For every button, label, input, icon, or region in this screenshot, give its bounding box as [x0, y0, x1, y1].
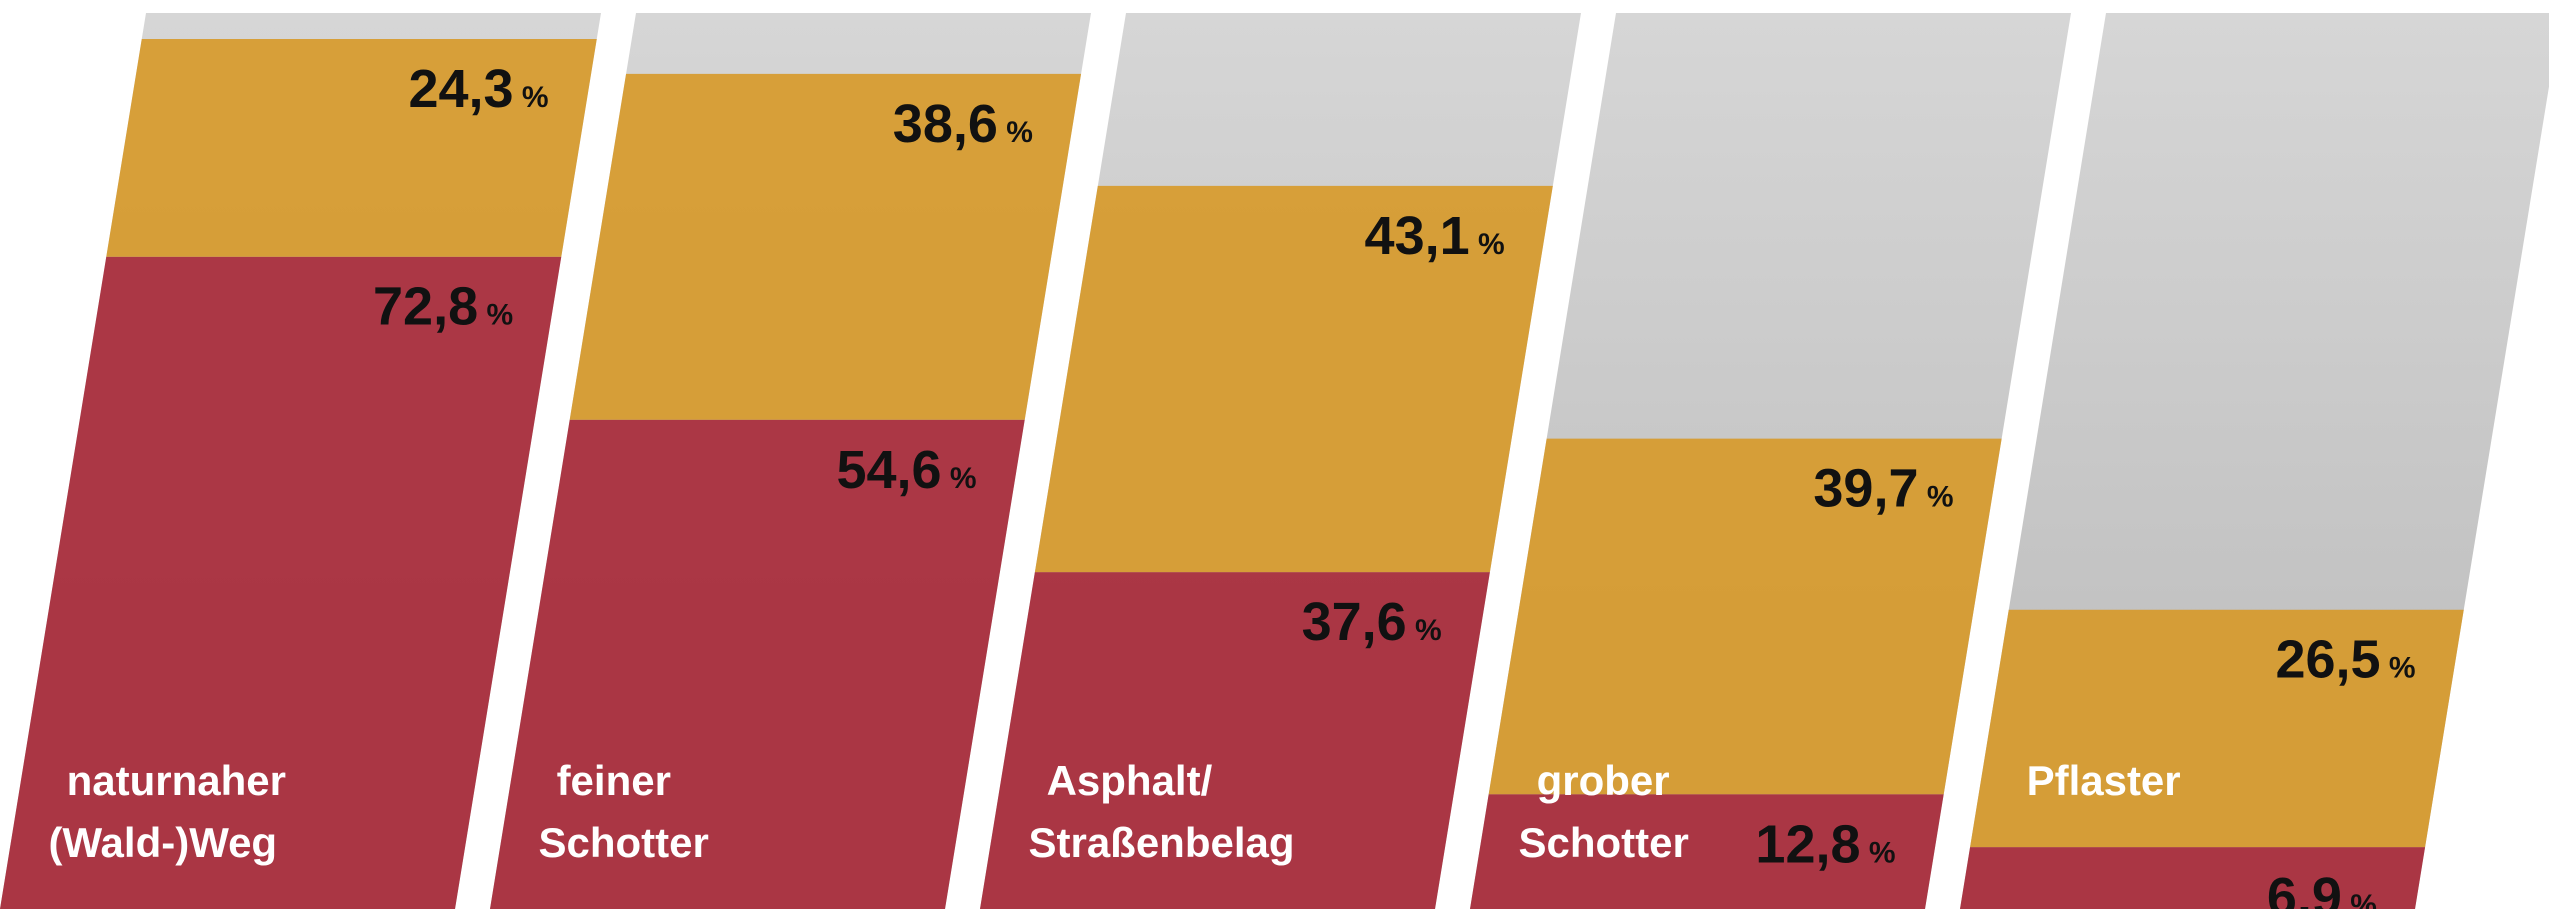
value-unit: %: [1407, 614, 1442, 647]
value-number: 54,6: [836, 440, 941, 500]
bar-segment: [1488, 438, 2002, 795]
value-unit: %: [514, 81, 549, 114]
category-label: grober Schotter: [1518, 757, 1688, 866]
category-line: grober: [1537, 757, 1670, 804]
value-label: 26,5 %: [2275, 630, 2415, 690]
value-unit: %: [2342, 889, 2377, 909]
category-line: Schotter: [538, 819, 708, 866]
value-number: 6,9: [2267, 867, 2342, 909]
value-number: 24,3: [408, 59, 513, 119]
bar-segment: [1470, 794, 1944, 909]
category-line: Asphalt/: [1047, 757, 1213, 804]
bar-segment: [490, 419, 1025, 909]
value-number: 12,8: [1755, 814, 1860, 874]
bar-segment: [106, 38, 597, 257]
value-unit: %: [998, 116, 1033, 149]
value-label: 39,7 %: [1813, 459, 1953, 519]
value-unit: %: [1470, 228, 1505, 261]
value-label: 43,1 %: [1365, 206, 1505, 266]
value-number: 37,6: [1302, 592, 1407, 652]
bar-segment: [569, 73, 1082, 420]
category-line: (Wald-)Weg: [48, 819, 277, 866]
category-line: Pflaster: [2027, 757, 2181, 804]
category-line: feiner: [557, 757, 671, 804]
value-unit: %: [2381, 652, 2416, 685]
value-label: 37,6 %: [1302, 592, 1442, 652]
category-label: naturnaher (Wald-)Weg: [48, 757, 285, 866]
category-line: naturnaher: [67, 757, 286, 804]
category-line: Straßenbelag: [1028, 819, 1294, 866]
value-unit: %: [1861, 836, 1896, 869]
value-number: 38,6: [893, 94, 998, 154]
category-label: Pflaster: [2027, 757, 2181, 804]
bar-segment: [1970, 609, 2464, 848]
bar-segment: [1960, 847, 2426, 909]
value-label: 6,9 %: [2267, 867, 2377, 909]
value-unit: %: [1918, 481, 1953, 514]
value-label: 24,3 %: [408, 59, 548, 119]
category-label: feiner Schotter: [538, 757, 708, 866]
value-label: 12,8 %: [1755, 814, 1895, 874]
bar-segment: [980, 572, 1490, 909]
value-unit: %: [942, 462, 977, 495]
category-line: Schotter: [1518, 819, 1688, 866]
value-label: 72,8 %: [373, 277, 513, 337]
value-number: 72,8: [373, 277, 478, 337]
value-number: 26,5: [2275, 630, 2380, 690]
value-number: 43,1: [1365, 206, 1470, 266]
value-number: 39,7: [1813, 459, 1918, 519]
category-label: Asphalt/Straßenbelag: [1028, 757, 1294, 866]
bar-segment: [0, 256, 562, 909]
value-unit: %: [478, 299, 513, 332]
bar-segment: [1034, 185, 1553, 573]
value-label: 54,6 %: [836, 440, 976, 500]
value-label: 38,6 %: [893, 94, 1033, 154]
